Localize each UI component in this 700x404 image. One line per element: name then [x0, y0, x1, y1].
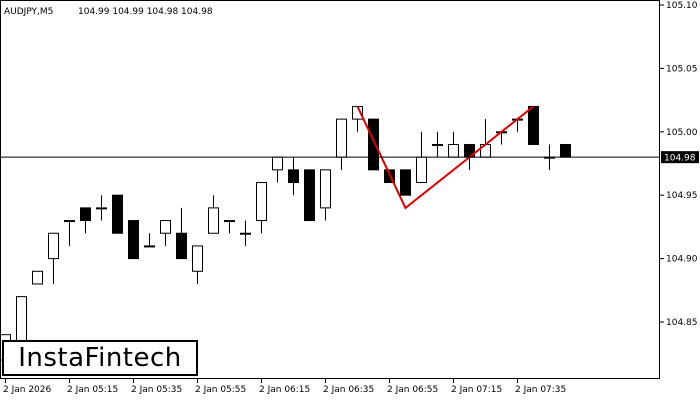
pattern-line — [356, 105, 535, 210]
pattern-layer — [356, 105, 535, 210]
time-tick-label: 2 Jan 07:15 — [451, 385, 502, 395]
candle — [432, 131, 443, 158]
candle — [64, 220, 75, 246]
candle-body — [256, 182, 267, 222]
price-tick-label: 104.90 — [666, 255, 698, 265]
price-tick-label: 105.00 — [666, 128, 698, 138]
logo-text: InstaFintech — [18, 343, 182, 373]
price-tick-label: 104.85 — [666, 318, 698, 328]
candle — [80, 207, 91, 234]
candle — [144, 233, 155, 248]
candle — [208, 195, 219, 234]
current-price-label-box — [661, 151, 699, 164]
candle-body — [368, 118, 379, 171]
candle — [400, 169, 411, 196]
current-price-layer: 104.98 — [1, 151, 699, 164]
candle — [304, 169, 315, 222]
candle — [96, 195, 107, 221]
candle-body — [192, 245, 203, 272]
candle-body — [208, 207, 219, 234]
candle-body — [32, 270, 43, 285]
candle — [224, 220, 235, 234]
candle-body — [560, 143, 571, 158]
time-axis: 2 Jan 2026 2 Jan 05:15 2 Jan 05:35 2 Jan 05… — [3, 379, 566, 395]
time-tick-label: 2 Jan 05:35 — [131, 385, 182, 395]
candle-body — [224, 220, 235, 223]
time-tick-label: 2 Jan 2026 — [3, 385, 51, 395]
candle-body — [304, 169, 315, 222]
candle — [256, 182, 267, 234]
candle-body — [336, 118, 347, 158]
candle — [112, 194, 123, 234]
time-tick-label: 2 Jan 06:15 — [259, 385, 310, 395]
candle-body — [48, 232, 59, 260]
time-tick-label: 2 Jan 06:55 — [387, 385, 438, 395]
candle-body — [144, 245, 155, 248]
candle-body — [176, 232, 187, 260]
candle-body — [400, 169, 411, 196]
candle-body — [288, 169, 299, 184]
chart-symbol: AUDJPY,M5 — [4, 7, 53, 17]
candle — [368, 118, 379, 171]
time-tick-label: 2 Jan 07:35 — [515, 385, 566, 395]
chart-ohlc: 104.99 104.99 104.98 104.98 — [78, 7, 213, 17]
candle-body — [528, 105, 539, 145]
candle-body — [64, 220, 75, 223]
candle — [32, 270, 43, 285]
candle-body — [128, 220, 139, 260]
candle — [160, 220, 171, 246]
price-tick-label: 105.10 — [666, 1, 698, 11]
candle — [560, 143, 571, 158]
candle-body — [448, 143, 459, 158]
price-axis: 105.10 105.05 105.00 104.95 104.90 104.85 — [660, 1, 698, 328]
candle-body — [416, 156, 427, 184]
candle — [48, 232, 59, 284]
candle-body — [240, 232, 251, 235]
candle — [240, 220, 251, 246]
time-tick-label: 2 Jan 06:35 — [323, 385, 374, 395]
price-tick-label: 104.95 — [666, 191, 698, 201]
candle-body — [432, 143, 443, 146]
time-tick-label: 2 Jan 05:55 — [195, 385, 246, 395]
candle — [320, 169, 331, 221]
candle-body — [96, 207, 107, 210]
price-tick-label: 105.05 — [666, 64, 698, 74]
candle-body — [80, 207, 91, 222]
candle-body — [272, 156, 283, 171]
candle — [128, 220, 139, 260]
candle — [528, 105, 539, 145]
current-price-label: 104.98 — [664, 154, 696, 164]
candle-body — [112, 194, 123, 234]
candle — [176, 207, 187, 260]
candle — [288, 157, 299, 196]
candle — [192, 245, 203, 284]
candle-body — [320, 169, 331, 209]
candle-body — [160, 220, 171, 234]
instafintech-logo: InstaFintech — [2, 340, 198, 376]
time-tick-label: 2 Jan 05:15 — [67, 385, 118, 395]
